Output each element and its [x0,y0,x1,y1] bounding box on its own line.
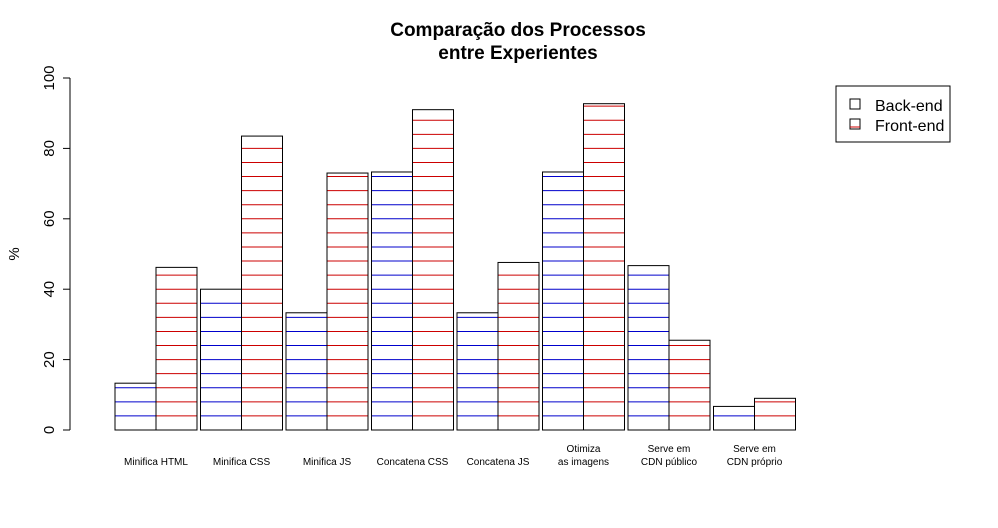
chart-title-line-1: Comparação dos Processos [390,20,646,41]
bar-front-end-1-fill [241,136,283,430]
legend-label-front-end: Front-end [875,118,944,135]
bar-back-end-0 [114,382,157,431]
bar-back-end-3 [371,171,413,431]
legend: Back-end Front-end [835,85,951,143]
y-tick-label-40: 40 [41,281,58,298]
bar-front-end-5 [583,103,625,431]
bar-front-end-7-fill [754,398,796,430]
bar-back-end-4-fill [457,312,498,430]
bar-front-end-4-outline [497,261,540,431]
y-tick-label-100: 100 [41,65,58,90]
y-axis-title: % [6,247,23,260]
bar-front-end-7 [754,397,796,431]
bar-back-end-2 [285,312,328,431]
category-label-7-line-1: CDN próprio [727,457,783,468]
bars-group [114,103,796,431]
bar-back-end-1 [200,288,242,431]
y-tick-label-20: 20 [41,351,58,368]
bar-front-end-6-fill [669,340,710,430]
y-tick-label-60: 60 [41,210,58,227]
y-axis-ticks: 0 20 40 60 80 100 [41,65,70,434]
bar-front-end-3-outline [412,109,454,431]
category-label-7-line-0: Serve em [733,444,776,455]
category-label-5-line-1: as imagens [558,457,609,468]
y-tick-label-80: 80 [41,140,58,157]
legend-item-back-end: Back-end [849,98,943,115]
category-label-5-line-0: Otimiza [567,444,601,455]
bar-front-end-1-outline [241,135,283,431]
bar-front-end-2 [326,172,369,431]
bar-back-end-5 [542,171,584,431]
category-labels: Minifica HTML Minifica CSS Minifica JS Conc… [124,444,783,468]
bar-front-end-6-outline [668,339,711,431]
legend-swatch-back-end [849,98,861,110]
category-label-3-line-0: Concatena CSS [377,457,449,468]
category-label-4-line-0: Concatena JS [467,457,530,468]
bar-back-end-5-fill [542,171,584,430]
y-tick-label-0: 0 [41,426,58,434]
bar-front-end-4 [497,261,540,431]
bar-front-end-0-fill [156,267,197,430]
category-label-6-line-1: CDN público [641,457,698,468]
bar-back-end-0-fill [115,383,156,430]
bar-back-end-3-fill [371,171,413,430]
legend-label-back-end: Back-end [875,98,943,115]
legend-swatch-front-end [849,118,861,130]
bar-back-end-6 [627,265,670,431]
category-label-1-line-0: Minifica CSS [213,457,271,468]
bar-front-end-6 [668,339,711,431]
bar-back-end-6-fill [628,265,669,430]
bar-back-end-7-fill [713,406,755,430]
category-label-2-line-0: Minifica JS [303,457,352,468]
bar-front-end-4-fill [498,262,539,430]
bar-front-end-7-outline [754,397,796,431]
bar-front-end-0-outline [155,266,198,431]
bar-front-end-3 [412,109,454,431]
bar-front-end-3-fill [412,109,454,431]
bar-back-end-2-fill [286,312,327,430]
bar-front-end-1 [241,135,283,431]
legend-box [835,85,951,143]
category-label-0-line-0: Minifica HTML [124,457,188,468]
bar-front-end-5-fill [583,103,625,431]
bar-front-end-5-outline [583,103,625,431]
legend-item-front-end: Front-end [849,118,944,135]
bar-back-end-4 [456,312,499,431]
bar-front-end-2-fill [327,173,368,431]
category-label-6-line-0: Serve em [648,444,691,455]
bar-front-end-2-outline [326,172,369,431]
bar-front-end-0 [155,266,198,431]
bar-back-end-7 [713,405,755,431]
chart-title-line-2: entre Experientes [438,43,597,64]
